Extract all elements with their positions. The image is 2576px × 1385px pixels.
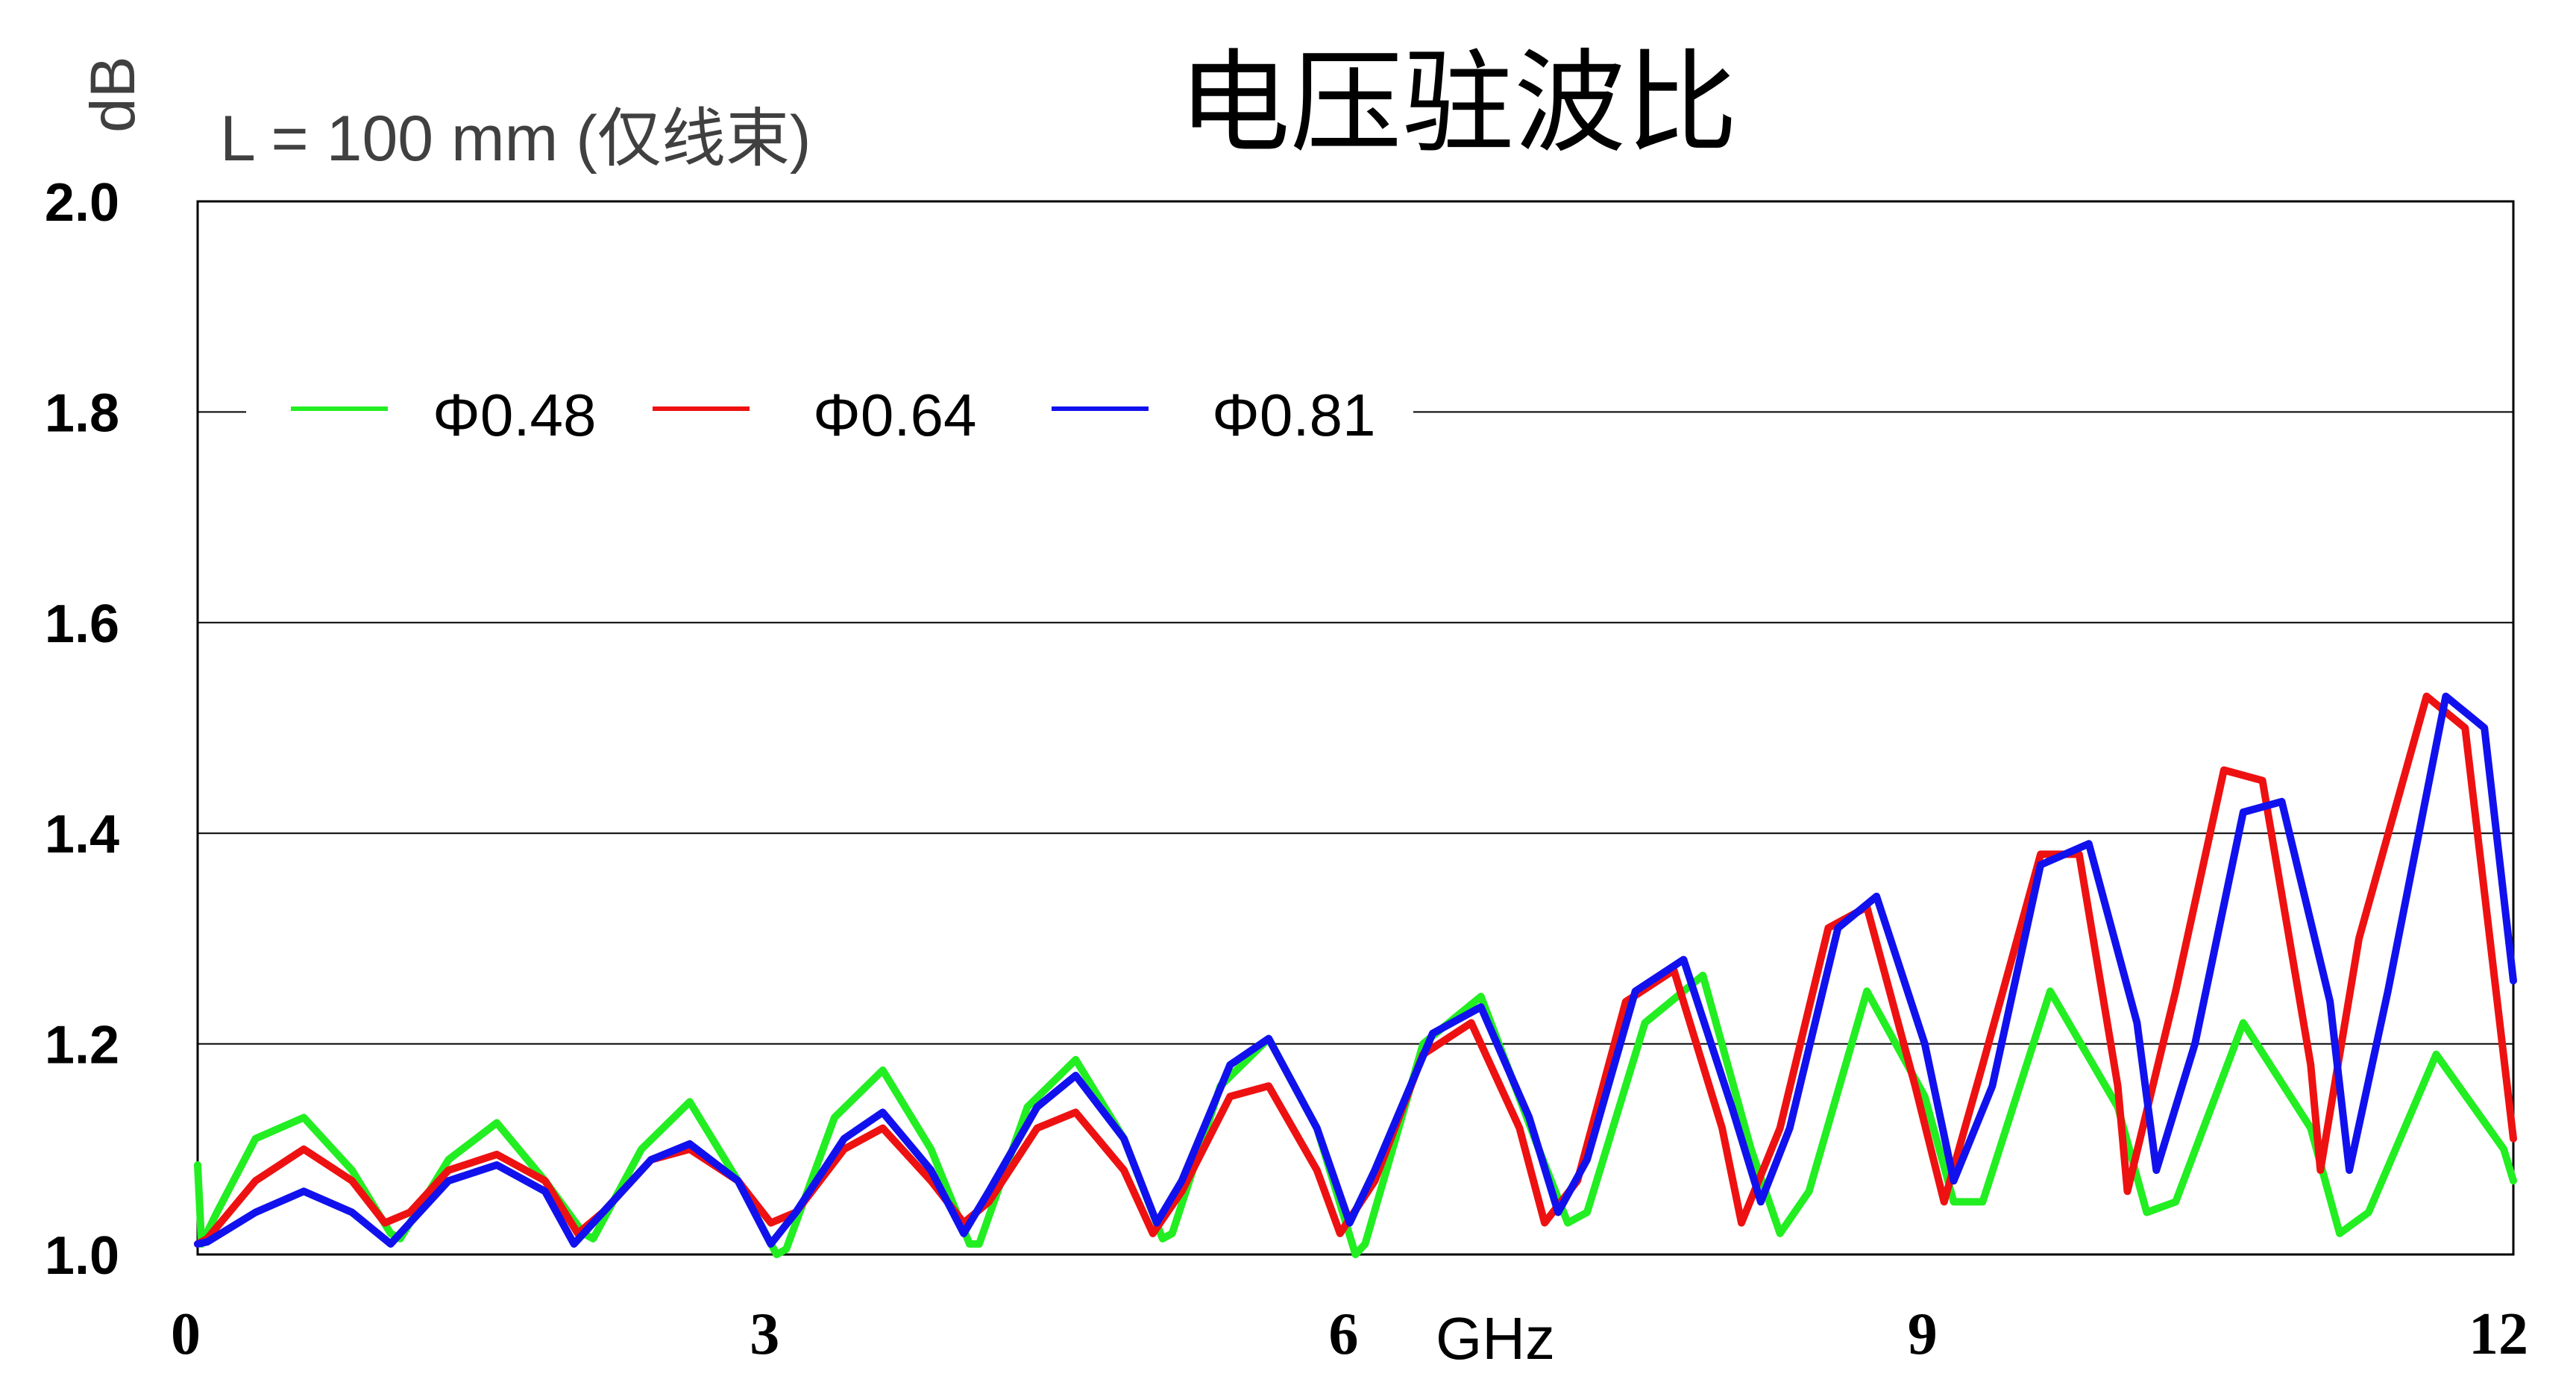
- legend-label: Φ0.48: [433, 382, 597, 448]
- y-tick-label: 1.8: [45, 383, 119, 443]
- x-axis-label: GHz: [1436, 1305, 1555, 1372]
- grid-lines: [198, 411, 2513, 1045]
- y-tick-label: 1.2: [45, 1016, 119, 1075]
- x-tick-label: 6: [1329, 1301, 1359, 1367]
- y-axis-label: dB: [78, 56, 148, 133]
- x-tick-label: 0: [171, 1301, 201, 1367]
- y-tick-label: 1.6: [45, 594, 119, 654]
- series-layer: [194, 692, 2517, 1258]
- legend: Φ0.48 Φ0.64 Φ0.81: [246, 365, 1413, 462]
- legend-label: Φ0.64: [813, 382, 977, 448]
- y-tick-label: 1.0: [45, 1226, 119, 1286]
- x-tick-labels: 0 3 6 9 12: [171, 1301, 2528, 1367]
- y-tick-labels: 1.0 1.2 1.4 1.6 1.8 2.0: [45, 173, 119, 1286]
- legend-box: [246, 365, 1413, 462]
- series-line: [194, 971, 2517, 1258]
- x-tick-label: 3: [750, 1301, 779, 1367]
- x-tick-label: 12: [2469, 1301, 2528, 1367]
- y-tick-label: 2.0: [45, 173, 119, 233]
- chart-title: 电压驻波比: [1178, 39, 1738, 169]
- series-line: [194, 692, 2517, 1248]
- x-tick-label: 9: [1908, 1301, 1938, 1367]
- chart-subtitle: L = 100 mm (仅线束): [220, 103, 811, 175]
- legend-label: Φ0.81: [1212, 382, 1376, 448]
- plot-frame: [196, 200, 2515, 1256]
- y-tick-label: 1.4: [45, 805, 119, 864]
- series-line: [194, 692, 2517, 1248]
